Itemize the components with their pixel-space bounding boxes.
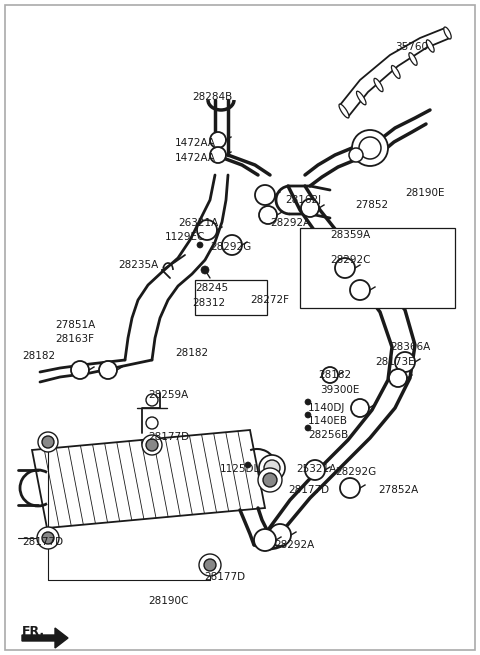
- Text: FR.: FR.: [22, 625, 45, 638]
- Text: 28182: 28182: [22, 351, 55, 361]
- Text: 28235A: 28235A: [118, 260, 158, 270]
- Ellipse shape: [426, 40, 434, 52]
- Text: 28272F: 28272F: [250, 295, 289, 305]
- Circle shape: [395, 352, 415, 372]
- Circle shape: [210, 132, 226, 148]
- Text: 28190C: 28190C: [148, 596, 188, 606]
- Text: 28177D: 28177D: [22, 537, 63, 547]
- Text: 35760: 35760: [395, 42, 428, 52]
- Ellipse shape: [409, 52, 417, 66]
- Circle shape: [146, 417, 158, 429]
- Circle shape: [350, 280, 370, 300]
- Text: 1129EC: 1129EC: [165, 232, 205, 242]
- Text: 28359A: 28359A: [330, 230, 370, 240]
- Circle shape: [305, 412, 311, 418]
- Text: 27852: 27852: [355, 200, 388, 210]
- Text: 28182: 28182: [175, 348, 208, 358]
- Circle shape: [264, 460, 280, 476]
- Circle shape: [38, 432, 58, 452]
- Circle shape: [259, 455, 285, 481]
- Text: 25321A: 25321A: [296, 464, 336, 474]
- Circle shape: [197, 220, 217, 240]
- Text: 39300E: 39300E: [320, 385, 360, 395]
- Circle shape: [204, 559, 216, 571]
- Text: 28292G: 28292G: [335, 467, 376, 477]
- Polygon shape: [22, 628, 68, 648]
- Ellipse shape: [374, 79, 383, 92]
- Text: 28190E: 28190E: [405, 188, 444, 198]
- Circle shape: [349, 148, 363, 162]
- Bar: [195, 280, 267, 315]
- Circle shape: [197, 242, 203, 248]
- Circle shape: [146, 439, 158, 451]
- Circle shape: [99, 361, 117, 379]
- Circle shape: [255, 185, 275, 205]
- Circle shape: [245, 462, 251, 468]
- Circle shape: [199, 554, 221, 576]
- Text: 27851A: 27851A: [55, 320, 95, 330]
- Circle shape: [222, 235, 242, 255]
- Circle shape: [201, 266, 209, 274]
- Circle shape: [389, 369, 407, 387]
- Text: 28292C: 28292C: [330, 255, 371, 265]
- Circle shape: [305, 425, 311, 431]
- Text: 28292G: 28292G: [210, 242, 251, 252]
- Circle shape: [305, 399, 311, 405]
- Circle shape: [301, 199, 319, 217]
- Text: 28366A: 28366A: [390, 342, 430, 352]
- Text: 1125DL: 1125DL: [220, 464, 260, 474]
- Text: 1472AA: 1472AA: [175, 138, 216, 148]
- Text: 28245: 28245: [195, 283, 228, 293]
- Circle shape: [142, 435, 162, 455]
- Text: 27852A: 27852A: [378, 485, 418, 495]
- Circle shape: [258, 468, 282, 492]
- Circle shape: [351, 399, 369, 417]
- Text: 28259A: 28259A: [148, 390, 188, 400]
- Text: 28182: 28182: [318, 370, 351, 380]
- Text: 28173E: 28173E: [375, 357, 415, 367]
- Ellipse shape: [444, 27, 451, 39]
- Text: 28292A: 28292A: [274, 540, 314, 550]
- Circle shape: [210, 147, 226, 163]
- Text: 28256B: 28256B: [308, 430, 348, 440]
- Text: 1140EB: 1140EB: [308, 416, 348, 426]
- Circle shape: [359, 137, 381, 159]
- Text: 26321A: 26321A: [178, 218, 218, 228]
- Circle shape: [254, 529, 276, 551]
- Circle shape: [42, 532, 54, 544]
- Text: 1140DJ: 1140DJ: [308, 403, 346, 413]
- Circle shape: [259, 206, 277, 224]
- Text: 28292A: 28292A: [270, 218, 310, 228]
- Text: 28312: 28312: [192, 298, 225, 308]
- Circle shape: [305, 460, 325, 480]
- Ellipse shape: [357, 91, 366, 105]
- Text: 28177D: 28177D: [148, 432, 189, 442]
- Text: 28284B: 28284B: [192, 92, 232, 102]
- Text: 28177D: 28177D: [204, 572, 245, 582]
- Polygon shape: [32, 430, 265, 528]
- Circle shape: [352, 130, 388, 166]
- Text: 28162J: 28162J: [285, 195, 321, 205]
- Ellipse shape: [391, 66, 400, 79]
- Text: 28163F: 28163F: [55, 334, 94, 344]
- Circle shape: [42, 436, 54, 448]
- Circle shape: [269, 524, 291, 546]
- Circle shape: [340, 478, 360, 498]
- Circle shape: [322, 367, 338, 383]
- Bar: [300, 228, 455, 308]
- Circle shape: [146, 394, 158, 406]
- Circle shape: [335, 258, 355, 278]
- Text: 1472AA: 1472AA: [175, 153, 216, 163]
- Circle shape: [37, 527, 59, 549]
- Circle shape: [263, 473, 277, 487]
- Text: 28177D: 28177D: [288, 485, 329, 495]
- Circle shape: [71, 361, 89, 379]
- Ellipse shape: [339, 104, 349, 118]
